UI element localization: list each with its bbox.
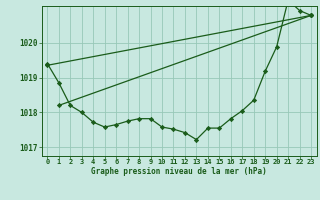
X-axis label: Graphe pression niveau de la mer (hPa): Graphe pression niveau de la mer (hPa)	[91, 167, 267, 176]
